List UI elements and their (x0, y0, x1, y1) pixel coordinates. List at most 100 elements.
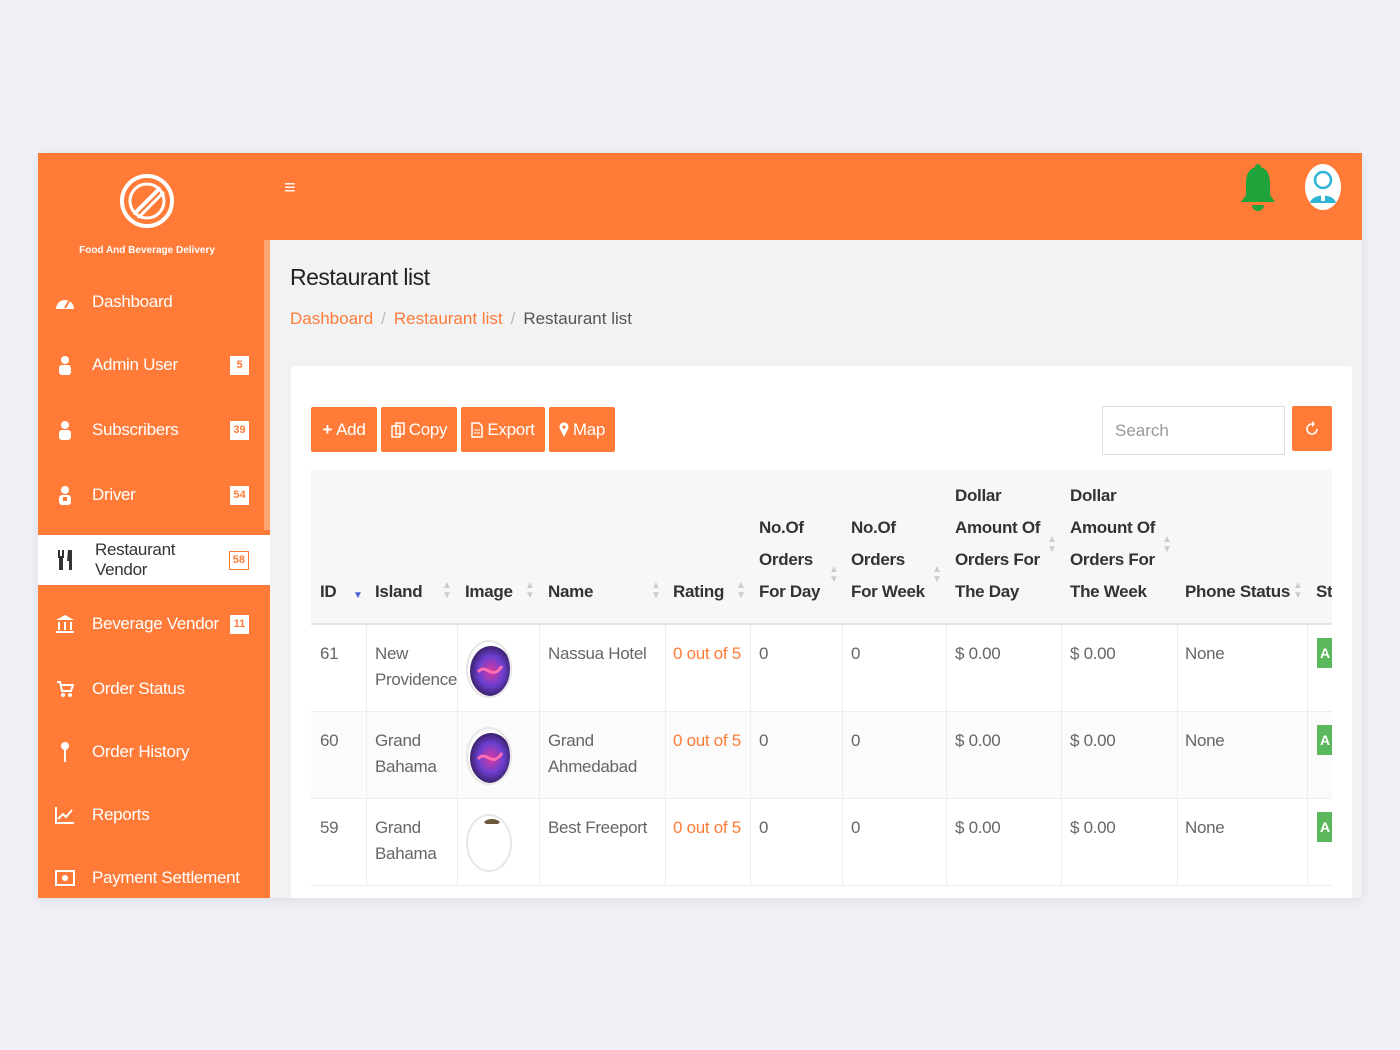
sidebar-scrollbar[interactable] (264, 240, 270, 530)
column-header-image[interactable]: Image (465, 582, 513, 601)
bell-icon[interactable] (1238, 163, 1278, 215)
sidebar-item-label: Order Status (92, 679, 185, 698)
cell-id: 59 (320, 818, 339, 837)
add-button[interactable]: + Add (311, 407, 377, 452)
pin-icon (52, 739, 78, 765)
status-badge[interactable]: A (1317, 812, 1332, 842)
cell-line: New (375, 644, 409, 663)
sidebar-item-label: Reports (92, 805, 150, 824)
avatar-icon[interactable] (1304, 163, 1342, 211)
map-button[interactable]: Map (549, 407, 615, 452)
sidebar-item-label: Subscribers (92, 420, 179, 439)
export-button[interactable]: Export (461, 407, 545, 452)
cutlery-icon (52, 547, 78, 573)
breadcrumb-current: Restaurant list (523, 309, 632, 328)
driver-icon (52, 482, 78, 508)
sort-icon[interactable]: ▲ ▼ (1293, 580, 1303, 601)
search-input[interactable] (1102, 406, 1285, 455)
refresh-button[interactable] (1292, 406, 1332, 451)
cell-orders-week: 0 (851, 644, 861, 663)
sidebar-item-subscribers[interactable]: Subscribers 39 (38, 405, 270, 455)
cell-line: Grand (375, 818, 421, 837)
cell-name: Grand Ahmedabad (548, 728, 637, 780)
breadcrumb-link-restaurant-list[interactable]: Restaurant list (393, 309, 503, 328)
sidebar-item-dashboard[interactable]: Dashboard (38, 277, 270, 327)
column-header-rating[interactable]: Rating (673, 582, 725, 601)
column-header-id[interactable]: ID (320, 582, 337, 601)
column-header-status[interactable]: St (1316, 582, 1332, 601)
column-header-name[interactable]: Name (548, 582, 594, 601)
status-badge[interactable]: A (1317, 638, 1332, 668)
logo-icon (120, 174, 174, 228)
sidebar-item-order-status[interactable]: Order Status (38, 664, 270, 714)
column-header-island[interactable]: Island (375, 582, 423, 601)
cell-rating[interactable]: 0 out of 5 (673, 818, 741, 837)
bank-icon (52, 611, 78, 637)
sidebar-item-driver[interactable]: Driver 54 (38, 470, 270, 520)
page-title: Restaurant list (290, 264, 430, 290)
sort-icon[interactable]: ▲ ▼ (829, 564, 839, 585)
copy-button[interactable]: Copy (381, 407, 457, 452)
sort-icon[interactable]: ▲ ▼ (1047, 534, 1057, 555)
restaurant-image[interactable] (466, 640, 512, 698)
copy-icon (391, 421, 405, 438)
table-row[interactable]: 61 New Providence Nassua Hotel 0 out of … (311, 625, 1332, 712)
column-header-phone-status[interactable]: Phone Status (1185, 582, 1291, 601)
sort-icon[interactable]: ▲ ▼ (651, 580, 661, 601)
column-header-dollar-week[interactable]: Dollar Amount Of Orders For The Week (1070, 480, 1155, 608)
header-line: Amount Of (955, 518, 1041, 537)
cell-name: Nassua Hotel (548, 641, 647, 667)
header-line: Orders (851, 550, 905, 569)
restaurant-table: ID ▼ Island ▲ ▼ Image ▲ ▼ Name ▲ ▼ Rating ▲… (311, 470, 1332, 898)
header-line: The Day (955, 582, 1020, 601)
cell-id: 61 (320, 644, 339, 663)
cell-line: Best Freeport (548, 818, 648, 837)
table-row[interactable]: 60 Grand Bahama Grand Ahmedabad 0 out of… (311, 712, 1332, 799)
sidebar-item-admin-user[interactable]: Admin User 5 (38, 340, 270, 390)
restaurant-image[interactable] (466, 727, 512, 785)
sort-icon[interactable]: ▲ ▼ (1162, 534, 1172, 555)
sort-icon[interactable]: ▲ ▼ (932, 564, 942, 585)
header-line: Dollar (955, 486, 1002, 505)
cell-orders-week: 0 (851, 731, 861, 750)
map-button-label: Map (572, 419, 606, 439)
sidebar-item-reports[interactable]: Reports (38, 790, 270, 840)
sort-icon[interactable]: ▲ ▼ (442, 580, 452, 601)
brand[interactable]: Food And Beverage Delivery (38, 153, 270, 261)
breadcrumb-separator: / (381, 309, 386, 328)
column-header-orders-day[interactable]: No.Of Orders For Day (759, 512, 821, 608)
count-badge: 11 (230, 614, 249, 634)
sort-icon[interactable]: ▲ ▼ (525, 580, 535, 601)
sidebar-item-beverage-vendor[interactable]: Beverage Vendor 11 (38, 599, 270, 649)
sort-desc-icon[interactable]: ▼ (353, 590, 363, 601)
cell-island: Grand Bahama (375, 815, 437, 867)
cell-line: Providence (375, 670, 458, 689)
sort-icon[interactable]: ▲ ▼ (736, 580, 746, 601)
breadcrumb-link-dashboard[interactable]: Dashboard (290, 309, 374, 328)
plus-icon: + (322, 419, 333, 439)
sidebar-item-payment-settlement[interactable]: Payment Settlement (38, 853, 270, 898)
table-row[interactable]: 59 Grand Bahama Best Freeport 0 out of 5… (311, 799, 1332, 886)
sidebar-item-order-history[interactable]: Order History (38, 727, 270, 777)
cell-island: Grand Bahama (375, 728, 437, 780)
sidebar-item-label: Admin User (92, 355, 178, 374)
top-bar: ≡ (270, 153, 1362, 240)
count-badge: 39 (230, 420, 249, 440)
status-badge[interactable]: A (1317, 725, 1332, 755)
refresh-icon (1306, 420, 1318, 435)
column-header-orders-week[interactable]: No.Of Orders For Week (851, 512, 925, 608)
cell-rating[interactable]: 0 out of 5 (673, 731, 741, 750)
app-window: Food And Beverage Delivery Dashboard Adm… (38, 153, 1362, 898)
add-button-label: Add (336, 419, 366, 439)
sidebar-item-restaurant-vendor[interactable]: Restaurant Vendor 58 (38, 535, 270, 585)
restaurant-image[interactable] (466, 814, 512, 872)
hamburger-icon[interactable]: ≡ (284, 177, 296, 199)
cell-phone-status: None (1185, 818, 1225, 837)
header-line: Dollar (1070, 486, 1117, 505)
cell-dollar-week: $ 0.00 (1070, 818, 1116, 837)
sidebar-item-label: Dashboard (92, 292, 173, 311)
column-header-dollar-day[interactable]: Dollar Amount Of Orders For The Day (955, 480, 1040, 608)
copy-button-label: Copy (408, 419, 448, 439)
cell-rating[interactable]: 0 out of 5 (673, 644, 741, 663)
count-badge: 58 (228, 550, 249, 570)
